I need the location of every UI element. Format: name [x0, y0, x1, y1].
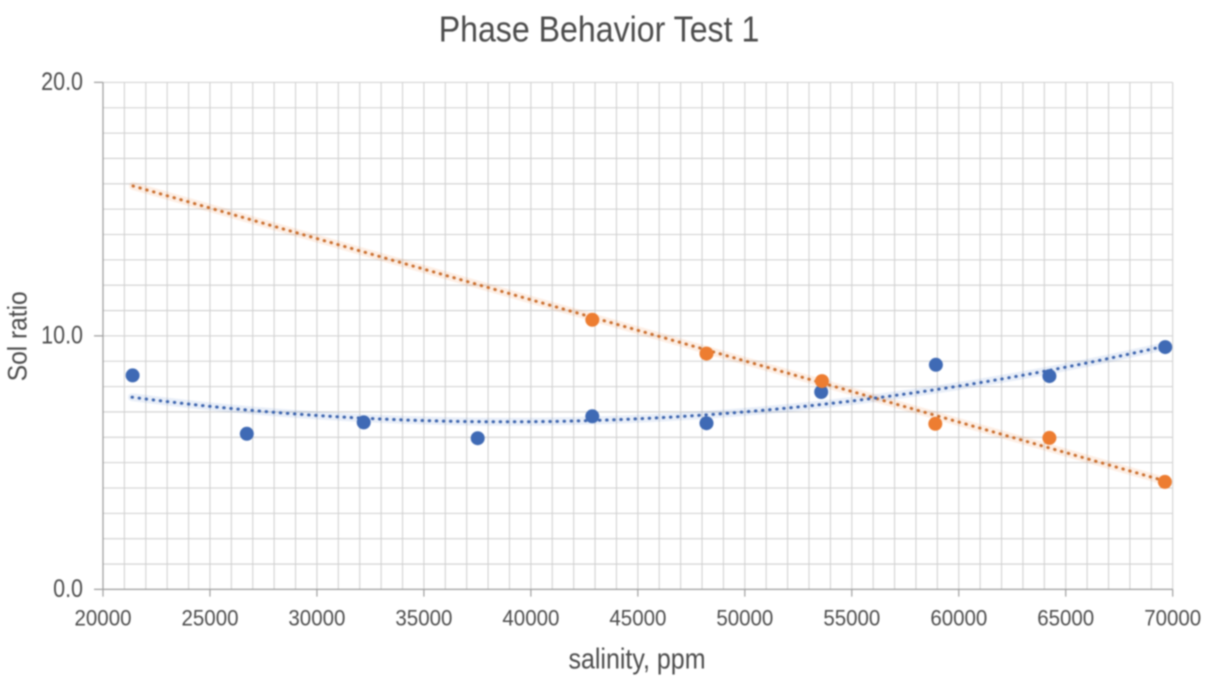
svg-text:20000: 20000: [75, 606, 132, 631]
svg-text:65000: 65000: [1037, 606, 1094, 631]
svg-text:45000: 45000: [609, 606, 666, 631]
svg-text:20.0: 20.0: [41, 68, 83, 96]
svg-text:Phase Behavior Test 1: Phase Behavior Test 1: [439, 10, 760, 50]
svg-text:35000: 35000: [395, 606, 452, 631]
svg-text:10.0: 10.0: [41, 321, 83, 349]
svg-text:55000: 55000: [823, 606, 880, 631]
svg-text:salinity, ppm: salinity, ppm: [568, 643, 705, 675]
svg-text:30000: 30000: [288, 606, 345, 631]
svg-text:Sol ratio: Sol ratio: [3, 291, 32, 381]
svg-text:25000: 25000: [182, 606, 239, 631]
svg-text:0.0: 0.0: [53, 575, 83, 603]
svg-text:40000: 40000: [502, 606, 559, 631]
svg-text:50000: 50000: [716, 606, 773, 631]
svg-text:60000: 60000: [930, 606, 987, 631]
svg-text:70000: 70000: [1144, 606, 1201, 631]
